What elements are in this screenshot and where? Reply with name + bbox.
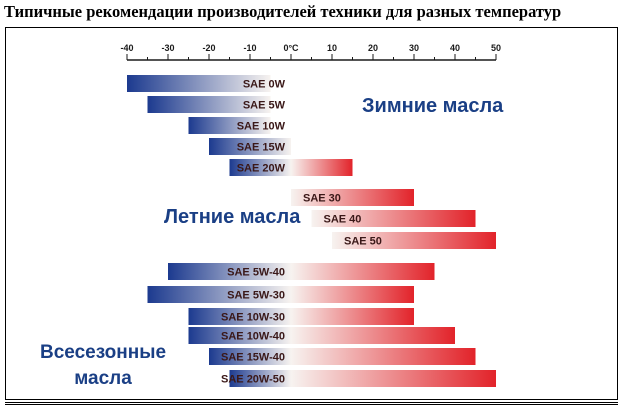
bar-label: SAE 15W-40 <box>221 352 285 364</box>
range-bar <box>229 159 353 176</box>
allseason-label-line2: масла <box>74 368 132 389</box>
axis-tick-label: 40 <box>450 43 460 53</box>
bar-label: SAE 30 <box>303 193 341 205</box>
range-bar <box>168 263 435 280</box>
bar-label: SAE 20W-50 <box>221 374 285 386</box>
axis-tick-label: 10 <box>327 43 337 53</box>
winter-oils-label: Зимние масла <box>362 95 504 117</box>
summer-oils-label: Летние масла <box>164 206 301 228</box>
axis-tick-label: -40 <box>120 43 133 53</box>
bar-label: SAE 40 <box>324 214 362 226</box>
bar-label: SAE 50 <box>344 236 382 248</box>
axis-tick-label: 50 <box>491 43 501 53</box>
axis-tick-label: -10 <box>243 43 256 53</box>
range-bar <box>209 138 291 155</box>
allseason-oils-label: Всесезонные масла <box>33 340 173 392</box>
bar-label: SAE 10W-40 <box>221 331 285 343</box>
range-bar <box>188 327 455 344</box>
axis-tick-label: -30 <box>161 43 174 53</box>
bar-label: SAE 0W <box>243 79 286 91</box>
page-heading: Типичные рекомендации производителей тех… <box>4 2 562 21</box>
bar-label: SAE 5W-30 <box>227 290 285 302</box>
range-bar <box>127 75 271 92</box>
range-bar <box>188 308 414 325</box>
bar-label: SAE 15W <box>237 142 286 154</box>
bar-label: SAE 10W <box>237 121 286 133</box>
bars: SAE 0W SAE 5W SAE 10W SAE 15W SAE 20W SAE 30 S… <box>127 75 496 387</box>
chart-frame <box>5 27 618 400</box>
bar-label: SAE 20W <box>237 163 286 175</box>
axis-tick-label: -20 <box>202 43 215 53</box>
range-bar <box>229 370 496 387</box>
axis-tick-label: 30 <box>409 43 419 53</box>
bar-label: SAE 10W-30 <box>221 312 285 324</box>
bottom-rule-double <box>5 404 618 405</box>
axis-tick-label: 20 <box>368 43 378 53</box>
bar-label: SAE 5W-40 <box>227 267 285 279</box>
range-bar <box>209 348 476 365</box>
range-bar <box>332 232 496 249</box>
range-bar <box>147 286 414 303</box>
range-bar <box>311 210 476 227</box>
temperature-axis: -40 -30 -20 -10 0°C 10 20 30 40 50 <box>120 43 501 61</box>
bottom-rule <box>5 402 618 403</box>
range-bar <box>147 96 271 113</box>
allseason-label-line1: Всесезонные <box>39 342 167 363</box>
range-bar <box>188 117 271 134</box>
bar-label: SAE 5W <box>243 100 286 112</box>
range-bar <box>291 189 414 206</box>
axis-tick-label: 0°C <box>283 43 299 53</box>
